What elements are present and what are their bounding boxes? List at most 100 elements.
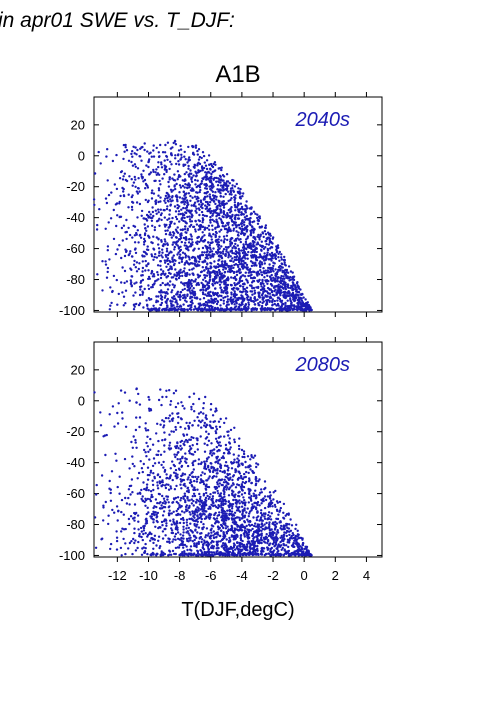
scatter-point: [246, 518, 249, 521]
scatter-point: [252, 231, 255, 234]
scatter-point: [243, 476, 246, 479]
scatter-point: [191, 302, 194, 305]
scatter-point: [275, 500, 279, 503]
scatter-point: [180, 260, 184, 263]
scatter-point: [147, 160, 150, 164]
scatter-point: [169, 400, 173, 403]
scatter-point: [168, 433, 171, 436]
scatter-point: [276, 509, 279, 513]
scatter-point: [231, 269, 234, 273]
scatter-point: [269, 234, 272, 237]
scatter-point: [221, 186, 224, 189]
scatter-point: [209, 162, 213, 166]
scatter-point: [256, 242, 260, 246]
scatter-point: [223, 270, 227, 274]
scatter-point: [276, 245, 279, 248]
scatter-point: [190, 408, 193, 411]
scatter-point: [223, 238, 226, 241]
scatter-point: [290, 293, 293, 296]
scatter-point: [260, 529, 263, 532]
scatter-point: [193, 195, 197, 198]
scatter-point: [177, 546, 181, 549]
scatter-point: [255, 462, 258, 465]
scatter-point: [171, 260, 175, 263]
scatter-point: [132, 308, 136, 311]
scatter-point: [229, 502, 232, 505]
scatter-point: [165, 168, 168, 172]
scatter-point: [136, 216, 139, 219]
scatter-point: [122, 157, 125, 161]
scatter-point: [140, 214, 143, 217]
scatter-point: [243, 266, 246, 269]
scatter-point: [208, 244, 211, 247]
scatter-point: [240, 529, 244, 532]
scatter-point: [253, 291, 257, 295]
scatter-point: [170, 276, 173, 279]
scatter-point: [221, 470, 224, 474]
scatter-point: [204, 414, 208, 417]
scatter-point: [216, 248, 220, 252]
scatter-point: [225, 278, 228, 282]
scatter-point: [176, 302, 179, 306]
scatter-point: [157, 161, 160, 164]
scatter-point: [266, 251, 269, 254]
scatter-point: [160, 550, 163, 553]
scatter-point: [168, 505, 171, 508]
scatter-point: [203, 502, 206, 505]
scatter-point: [183, 197, 187, 200]
scatter-point: [219, 444, 222, 447]
scatter-point: [208, 195, 212, 199]
scatter-point: [208, 201, 212, 204]
scatter-point: [232, 190, 236, 193]
scatter-point: [183, 492, 186, 495]
scatter-point: [107, 221, 110, 224]
scatter-point: [254, 477, 257, 481]
scatter-point: [210, 172, 213, 176]
scatter-point: [227, 488, 231, 491]
scatter-point: [191, 144, 194, 148]
y-tick-label: -60: [66, 241, 85, 256]
scatter-point: [222, 502, 225, 506]
scatter-point: [281, 266, 284, 269]
scatter-point: [268, 232, 272, 235]
scatter-point: [263, 276, 266, 279]
scatter-point: [95, 483, 98, 487]
scatter-point: [253, 297, 257, 301]
scatter-point: [219, 286, 222, 290]
scatter-point: [278, 268, 281, 272]
y-tick-label: -60: [66, 486, 85, 501]
scatter-point: [226, 300, 229, 303]
scatter-point: [236, 204, 239, 207]
scatter-point: [241, 298, 244, 301]
scatter-point: [217, 190, 220, 193]
scatter-point: [284, 514, 287, 517]
scatter-point: [166, 158, 169, 161]
scatter-point: [122, 187, 125, 191]
scatter-point: [159, 260, 162, 263]
scatter-point: [240, 232, 243, 235]
scatter-point: [148, 210, 151, 214]
scatter-point: [243, 233, 246, 237]
scatter-point: [168, 176, 171, 179]
scatter-point: [188, 517, 191, 521]
scatter-point: [256, 544, 259, 548]
scatter-point: [197, 169, 200, 172]
scatter-point: [296, 281, 299, 284]
scatter-point: [217, 241, 220, 244]
scatter-point: [179, 228, 182, 231]
scatter-point: [187, 167, 190, 170]
scatter-point: [237, 234, 240, 237]
scatter-point: [146, 225, 150, 228]
scatter-point: [231, 184, 234, 187]
scatter-point: [175, 182, 178, 186]
scatter-point: [264, 246, 267, 249]
scatter-point: [263, 517, 267, 520]
scatter-point: [222, 248, 226, 251]
scatter-point: [269, 515, 272, 518]
scatter-point: [208, 468, 211, 471]
scatter-point: [267, 279, 270, 283]
scatter-point: [122, 190, 125, 193]
scatter-point: [282, 294, 285, 297]
scatter-point: [157, 398, 161, 402]
scatter-point: [121, 266, 124, 269]
